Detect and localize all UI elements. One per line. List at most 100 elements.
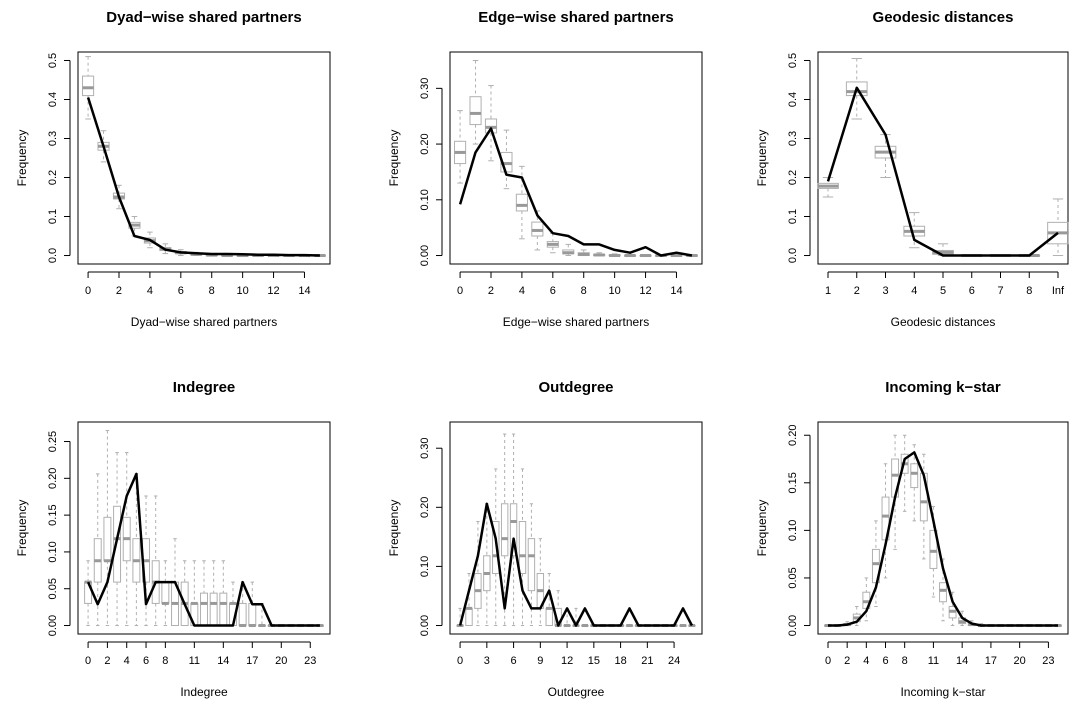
plot-frame (77, 421, 331, 635)
x-tick-label: 10 (609, 285, 621, 297)
x-tick-label: 5 (940, 285, 946, 297)
y-tick-label: 0.0 (47, 248, 59, 263)
y-tick-label: 0.10 (787, 520, 799, 541)
y-tick-label: 0.4 (787, 92, 799, 107)
y-tick-label: 0.20 (787, 425, 799, 446)
box (454, 110, 467, 184)
x-tick-label: 11 (189, 655, 200, 667)
box (84, 560, 93, 627)
box (113, 452, 122, 627)
box-iqr (219, 592, 228, 627)
y-tick-label: 0.0 (787, 248, 799, 263)
x-axis-label: Geodesic distances (891, 315, 996, 329)
box (456, 607, 464, 628)
x-tick-label: 24 (668, 655, 680, 667)
box (527, 503, 536, 627)
panel-3: Geodesic distances Geodesic distances Freq… (755, 9, 1069, 329)
box-iqr (518, 520, 527, 575)
y-axis-label: Frequency (755, 130, 769, 187)
observed-line (828, 451, 1058, 627)
x-tick-label: 4 (863, 655, 869, 667)
box-iqr (113, 505, 122, 583)
box (200, 560, 208, 627)
box (93, 473, 102, 627)
y-tick-label: 0.30 (419, 78, 431, 99)
x-tick-label: 8 (209, 285, 215, 297)
box (483, 503, 491, 627)
box-iqr (845, 81, 868, 97)
observed-line (86, 97, 320, 257)
x-tick-label: 14 (956, 655, 968, 667)
box (562, 243, 575, 257)
x-tick-label: 23 (304, 655, 316, 667)
x-tick-label: 4 (519, 285, 525, 297)
box-iqr (515, 193, 528, 212)
y-tick-label: 0.20 (419, 497, 431, 518)
box (509, 433, 518, 627)
box-iqr (939, 582, 947, 603)
y-tick-label: 0.2 (47, 170, 59, 185)
x-tick-label: 4 (911, 285, 917, 297)
x-tick-label: 8 (902, 655, 908, 667)
plot-frame (817, 51, 1069, 265)
box-iqr (248, 602, 257, 627)
box (469, 59, 482, 145)
y-tick-label: 0.05 (47, 578, 59, 599)
x-tick-label: 6 (550, 285, 556, 297)
x-tick-label: 21 (641, 655, 653, 667)
y-tick-label: 0.3 (47, 131, 59, 146)
x-tick-label: Inf (1052, 285, 1065, 297)
box (500, 433, 509, 627)
x-tick-label: 11 (928, 655, 939, 667)
box (484, 85, 498, 162)
box (688, 624, 696, 628)
x-tick-label: 2 (844, 655, 850, 667)
box-iqr (82, 75, 95, 97)
observed-line (826, 86, 1059, 257)
box (817, 177, 839, 198)
box (608, 253, 621, 258)
box (518, 468, 527, 627)
panel-4: Indegree Indegree Frequency 0.00 0.05 0.10 0.1… (15, 379, 331, 699)
x-tick-label: 3 (484, 655, 490, 667)
box-iqr (238, 602, 247, 627)
box-iqr (910, 463, 919, 489)
box (536, 538, 545, 627)
panel-title: Outdegree (538, 379, 613, 396)
box (546, 232, 559, 254)
x-tick-label: 17 (985, 655, 997, 667)
x-tick-label: 6 (882, 655, 888, 667)
x-tick-label: 0 (85, 285, 91, 297)
x-tick-label: 1 (825, 285, 831, 297)
y-tick-label: 0.00 (419, 245, 431, 266)
box (465, 573, 473, 627)
box-iqr (200, 592, 208, 627)
box-iqr (469, 96, 482, 126)
panel-1: Dyad−wise shared partners Dyad−wise share… (15, 9, 331, 329)
panel-6: Incoming k−star Incoming k−star Frequency 0… (755, 379, 1069, 699)
box (874, 134, 897, 179)
x-tick-label: 14 (217, 655, 229, 667)
box (219, 560, 228, 627)
x-tick-label: 15 (588, 655, 600, 667)
y-tick-label: 0.1 (787, 209, 799, 224)
box (910, 444, 919, 522)
x-tick-label: 4 (147, 285, 153, 297)
box (939, 558, 947, 622)
x-axis-label: Dyad−wise shared partners (131, 315, 277, 329)
x-tick-label: 0 (825, 655, 831, 667)
panel-2: Edge−wise shared partners Edge−wise share… (387, 9, 703, 329)
x-tick-label: 12 (561, 655, 573, 667)
plot-frame (449, 51, 703, 265)
y-tick-label: 0.3 (787, 131, 799, 146)
y-axis-label: Frequency (387, 500, 401, 557)
plot-frame (449, 421, 703, 635)
x-tick-label: 2 (854, 285, 860, 297)
y-axis-label: Frequency (755, 500, 769, 557)
panel-title: Geodesic distances (873, 9, 1014, 26)
x-tick-label: 18 (614, 655, 626, 667)
observed-line (86, 472, 320, 627)
y-tick-label: 0.10 (47, 541, 59, 562)
panel-title: Dyad−wise shared partners (106, 9, 302, 26)
